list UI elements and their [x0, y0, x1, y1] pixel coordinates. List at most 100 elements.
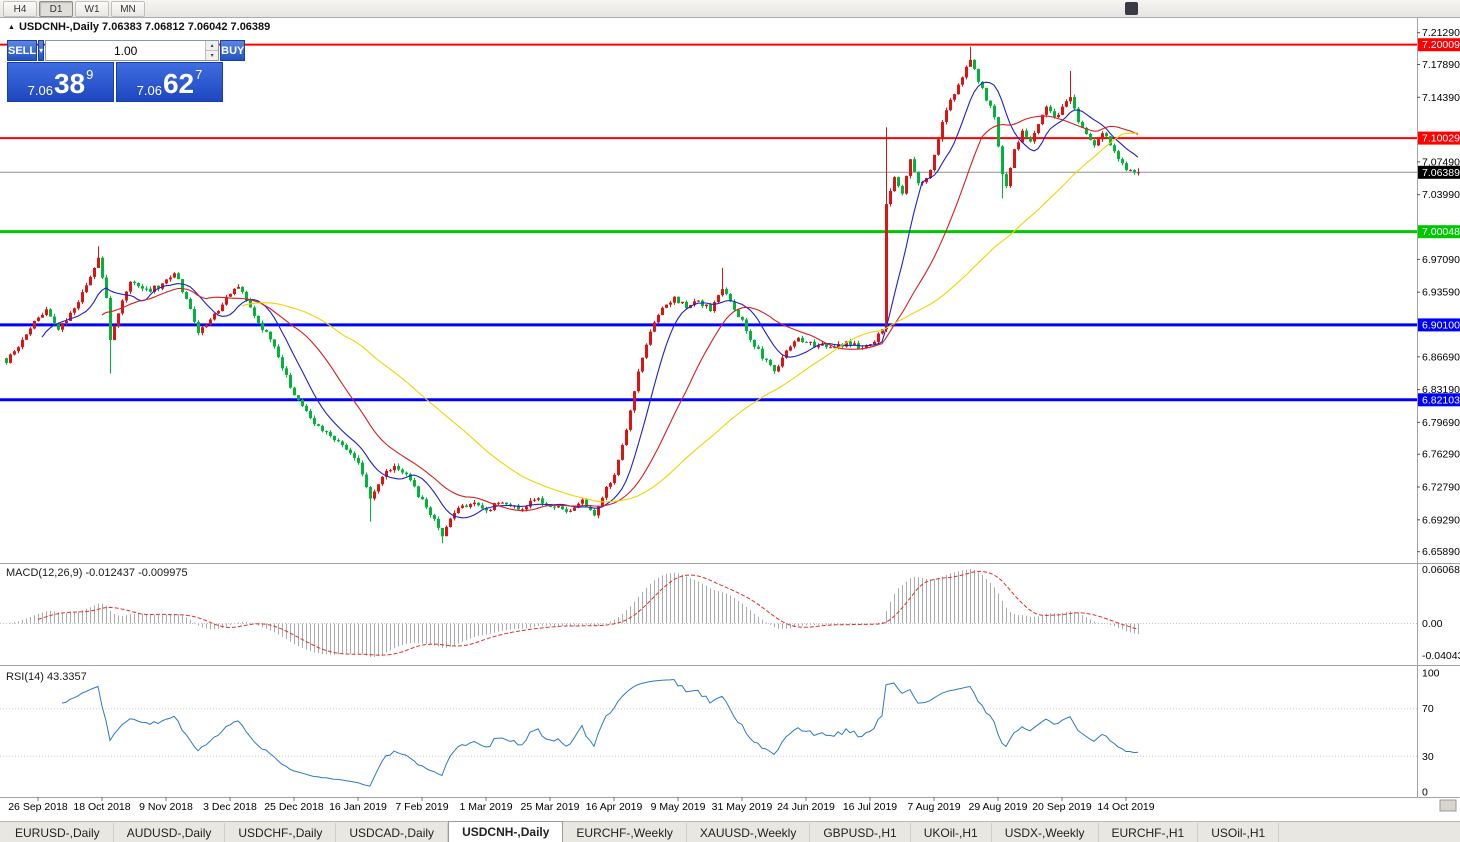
svg-text:6.86690: 6.86690 — [1422, 351, 1460, 363]
svg-text:0.00: 0.00 — [1422, 618, 1443, 630]
svg-text:7.21290: 7.21290 — [1422, 27, 1460, 39]
svg-text:3 Dec 2018: 3 Dec 2018 — [203, 801, 257, 813]
chart-window-icon[interactable] — [1125, 2, 1138, 15]
svg-text:6.90100: 6.90100 — [1422, 319, 1460, 331]
sell-price-display[interactable]: 7.06 38 9 — [7, 62, 114, 102]
svg-text:7.06389: 7.06389 — [1422, 167, 1460, 179]
svg-text:16 Jul 2019: 16 Jul 2019 — [843, 801, 897, 813]
svg-text:7 Feb 2019: 7 Feb 2019 — [395, 801, 448, 813]
svg-text:29 Aug 2019: 29 Aug 2019 — [969, 801, 1028, 813]
macd-signal-line — [37, 570, 1139, 656]
chart-area: 7.21290 7.17890 7.14390 7.07490 7.03990 6.970… — [0, 18, 1460, 821]
one-click-trading-panel: SELL ▾ ▴ ▾ BUY 7.06 38 9 7.06 62 — [7, 40, 246, 102]
volume-dropdown-button[interactable]: ▾ — [38, 40, 45, 61]
symbol-tab[interactable]: USDCAD-,Daily — [336, 823, 449, 842]
svg-text:20 Sep 2019: 20 Sep 2019 — [1032, 801, 1092, 813]
timeframe-button-d1[interactable]: D1 — [39, 1, 73, 17]
timeframe-toolbar: H4 D1 W1 MN — [0, 0, 1460, 18]
macd-indicator-label: MACD(12,26,9) -0.012437 -0.009975 — [6, 567, 188, 579]
svg-text:25 Mar 2019: 25 Mar 2019 — [521, 801, 580, 813]
timeframe-button-h4[interactable]: H4 — [3, 1, 37, 17]
svg-text:18 Oct 2018: 18 Oct 2018 — [73, 801, 130, 813]
buy-price-display[interactable]: 7.06 62 7 — [116, 62, 223, 102]
svg-text:9 May 2019: 9 May 2019 — [651, 801, 706, 813]
svg-text:70: 70 — [1422, 703, 1434, 715]
buy-price-sup: 7 — [195, 67, 203, 82]
svg-text:7.14390: 7.14390 — [1422, 92, 1460, 104]
date-axis[interactable]: 26 Sep 2018 18 Oct 2018 9 Nov 2018 3 Dec 20… — [8, 797, 1155, 813]
timeframe-button-w1[interactable]: W1 — [75, 1, 109, 17]
svg-text:1 Mar 2019: 1 Mar 2019 — [459, 801, 512, 813]
svg-text:0: 0 — [1422, 787, 1428, 799]
symbol-tab[interactable]: GBPUSD-,H1 — [810, 823, 911, 842]
svg-text:6.69290: 6.69290 — [1422, 514, 1460, 526]
timeframe-buttons: H4 D1 W1 MN — [3, 1, 147, 17]
svg-text:16 Jan 2019: 16 Jan 2019 — [329, 801, 387, 813]
macd-histogram — [10, 569, 1139, 657]
timeframe-button-mn[interactable]: MN — [111, 1, 145, 17]
horizontal-levels — [0, 43, 1417, 402]
svg-text:6.82103: 6.82103 — [1422, 394, 1460, 406]
symbol-tab[interactable]: EURCHF-,Weekly — [563, 823, 687, 842]
svg-text:7 Aug 2019: 7 Aug 2019 — [907, 801, 960, 813]
svg-text:25 Dec 2018: 25 Dec 2018 — [264, 801, 324, 813]
chart-canvas[interactable]: 7.21290 7.17890 7.14390 7.07490 7.03990 6.970… — [0, 18, 1460, 815]
svg-text:9 Nov 2018: 9 Nov 2018 — [139, 801, 193, 813]
symbol-tab[interactable]: USDCHF-,Daily — [225, 823, 337, 842]
svg-text:26 Sep 2018: 26 Sep 2018 — [8, 801, 68, 813]
svg-text:7.17890: 7.17890 — [1422, 59, 1460, 71]
symbol-tab[interactable]: USDCNH-,Daily — [448, 821, 564, 842]
sell-price-sup: 9 — [86, 67, 94, 82]
symbol-tab[interactable]: EURUSD-,Daily — [2, 823, 114, 842]
symbol-tab[interactable]: USOil-,H1 — [1198, 823, 1280, 842]
moving-average-10 — [41, 81, 1139, 519]
svg-text:7.00048: 7.00048 — [1422, 226, 1460, 238]
chart-marker-icon: ▲ — [8, 23, 15, 31]
svg-text:6.83190: 6.83190 — [1422, 384, 1460, 396]
symbol-tab[interactable]: AUDUSD-,Daily — [114, 823, 226, 842]
moving-average-60 — [241, 132, 1139, 503]
svg-text:6.72790: 6.72790 — [1422, 482, 1460, 494]
svg-text:16 Apr 2019: 16 Apr 2019 — [586, 801, 643, 813]
svg-text:6.76290: 6.76290 — [1422, 449, 1460, 461]
buy-price-prefix: 7.06 — [136, 83, 162, 98]
svg-text:7.20009: 7.20009 — [1422, 39, 1460, 51]
spinner-up-icon[interactable]: ▴ — [206, 41, 219, 51]
symbol-tab[interactable]: EURCHF-,H1 — [1099, 823, 1199, 842]
price-axis[interactable]: 7.21290 7.17890 7.14390 7.07490 7.03990 6.970… — [1417, 27, 1460, 799]
symbol-tab[interactable]: USDX-,Weekly — [992, 823, 1099, 842]
svg-text:0.060687: 0.060687 — [1422, 564, 1460, 576]
svg-text:6.93590: 6.93590 — [1422, 287, 1460, 299]
buy-button[interactable]: BUY — [220, 40, 246, 61]
symbol-tab-bar: EURUSD-,Daily AUDUSD-,Daily USDCHF-,Daily U… — [0, 821, 1460, 842]
volume-input[interactable] — [46, 41, 206, 60]
svg-text:7.07490: 7.07490 — [1422, 156, 1460, 168]
chevron-down-icon: ▾ — [39, 46, 44, 55]
rsi-line — [61, 678, 1139, 787]
chart-ohlc-label: ▲ USDCNH-,Daily 7.06383 7.06812 7.06042 … — [8, 21, 270, 33]
sell-price-prefix: 7.06 — [27, 83, 53, 98]
svg-text:14 Oct 2019: 14 Oct 2019 — [1097, 801, 1154, 813]
candlestick-series — [5, 46, 1140, 544]
svg-text:7.03990: 7.03990 — [1422, 189, 1460, 201]
svg-text:-0.040432: -0.040432 — [1422, 650, 1460, 662]
sell-price-big: 38 — [53, 68, 86, 99]
axis-corner-grip[interactable] — [1439, 799, 1457, 812]
moving-average-25 — [101, 115, 1139, 512]
svg-text:31 May 2019: 31 May 2019 — [712, 801, 773, 813]
svg-text:6.97090: 6.97090 — [1422, 254, 1460, 266]
volume-spinner: ▴ ▾ — [205, 41, 219, 60]
volume-field: ▴ ▾ — [45, 40, 220, 61]
spinner-down-icon[interactable]: ▾ — [206, 51, 219, 60]
svg-text:30: 30 — [1422, 751, 1434, 763]
svg-text:6.79690: 6.79690 — [1422, 417, 1460, 429]
svg-text:100: 100 — [1422, 668, 1440, 680]
rsi-indicator-label: RSI(14) 43.3357 — [6, 671, 87, 683]
symbol-tab[interactable]: UKOil-,H1 — [911, 823, 992, 842]
sell-button[interactable]: SELL — [7, 40, 38, 61]
symbol-tab[interactable]: XAUUSD-,Weekly — [687, 823, 811, 842]
svg-text:7.10029: 7.10029 — [1422, 133, 1460, 145]
buy-price-big: 62 — [162, 68, 195, 99]
svg-text:6.65890: 6.65890 — [1422, 546, 1460, 558]
chart-ohlc-text: USDCNH-,Daily 7.06383 7.06812 7.06042 7.… — [18, 21, 271, 33]
